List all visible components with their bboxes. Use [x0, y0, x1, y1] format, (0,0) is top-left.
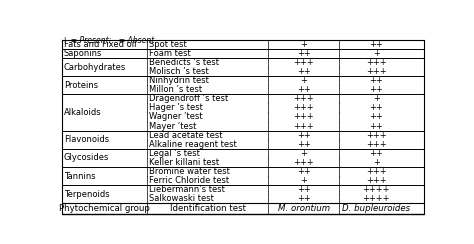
Text: +++: +++	[293, 94, 314, 103]
Text: Tannins: Tannins	[64, 172, 96, 181]
Text: ++: ++	[297, 185, 310, 194]
Text: ++++: ++++	[363, 194, 390, 203]
Text: Phytochemical group: Phytochemical group	[59, 204, 150, 213]
Text: Foam test: Foam test	[149, 49, 191, 58]
Text: +++: +++	[366, 140, 386, 149]
Text: Ferric Chloride test: Ferric Chloride test	[149, 176, 229, 185]
Text: Saponins: Saponins	[64, 49, 102, 58]
Text: ++: ++	[297, 49, 310, 58]
Text: Bromine water test: Bromine water test	[149, 167, 230, 176]
Text: ++: ++	[369, 112, 383, 122]
Text: ++: ++	[297, 67, 310, 76]
Text: Carbohydrates: Carbohydrates	[64, 62, 126, 71]
Text: +++: +++	[293, 103, 314, 112]
Text: Molisch ’s test: Molisch ’s test	[149, 67, 209, 76]
Text: Hager ’s test: Hager ’s test	[149, 103, 203, 112]
Text: ++: ++	[297, 167, 310, 176]
Text: +++: +++	[293, 122, 314, 131]
Text: ++: ++	[297, 131, 310, 140]
Text: +++: +++	[366, 167, 386, 176]
Text: Legal ’s test: Legal ’s test	[149, 149, 200, 158]
Text: Salkowaski test: Salkowaski test	[149, 194, 214, 203]
Text: Mayer ’test: Mayer ’test	[149, 122, 197, 131]
Text: ++: ++	[369, 149, 383, 158]
Text: Benedicts ’s test: Benedicts ’s test	[149, 58, 219, 67]
Text: D. bupleuroides: D. bupleuroides	[342, 204, 410, 213]
Text: Identification test: Identification test	[170, 204, 246, 213]
Text: +++: +++	[293, 158, 314, 167]
Text: Keller killani test: Keller killani test	[149, 158, 219, 167]
Text: ++: ++	[297, 140, 310, 149]
Text: ++: ++	[297, 85, 310, 94]
Text: +: +	[373, 94, 380, 103]
Text: + = Present; - = Absent: + = Present; - = Absent	[62, 35, 154, 44]
Text: Dragendroff ’s test: Dragendroff ’s test	[149, 94, 228, 103]
Text: ++++: ++++	[363, 185, 390, 194]
Text: +++: +++	[366, 176, 386, 185]
Text: Terpenoids: Terpenoids	[64, 190, 109, 199]
Text: +: +	[300, 76, 307, 85]
Text: ++: ++	[369, 40, 383, 49]
Text: Proteins: Proteins	[64, 81, 98, 90]
Text: +++: +++	[293, 112, 314, 122]
Text: +++: +++	[366, 58, 386, 67]
Text: ++: ++	[369, 76, 383, 85]
Text: +: +	[300, 40, 307, 49]
Text: Alkaloids: Alkaloids	[64, 108, 101, 117]
Text: Lead acetate test: Lead acetate test	[149, 131, 223, 140]
Text: Alkaline reagent test: Alkaline reagent test	[149, 140, 237, 149]
Text: Wagner ’test: Wagner ’test	[149, 112, 203, 122]
Text: +: +	[373, 158, 380, 167]
Text: +: +	[373, 49, 380, 58]
Text: Ninhydrin test: Ninhydrin test	[149, 76, 209, 85]
Text: Liebermann’s test: Liebermann’s test	[149, 185, 225, 194]
Text: Flavonoids: Flavonoids	[64, 135, 109, 144]
Text: M. orontium: M. orontium	[278, 204, 330, 213]
Text: +: +	[300, 149, 307, 158]
Text: +++: +++	[366, 67, 386, 76]
Text: Millon ’s test: Millon ’s test	[149, 85, 202, 94]
Text: +++: +++	[293, 58, 314, 67]
Text: ++: ++	[297, 194, 310, 203]
Text: +++: +++	[366, 131, 386, 140]
Text: ++: ++	[369, 122, 383, 131]
Text: ++: ++	[369, 103, 383, 112]
Text: Glycosides: Glycosides	[64, 153, 109, 162]
Text: +: +	[300, 176, 307, 185]
Text: Fats and Fixed oil: Fats and Fixed oil	[64, 40, 137, 49]
Text: Spot test: Spot test	[149, 40, 187, 49]
Text: ++: ++	[369, 85, 383, 94]
